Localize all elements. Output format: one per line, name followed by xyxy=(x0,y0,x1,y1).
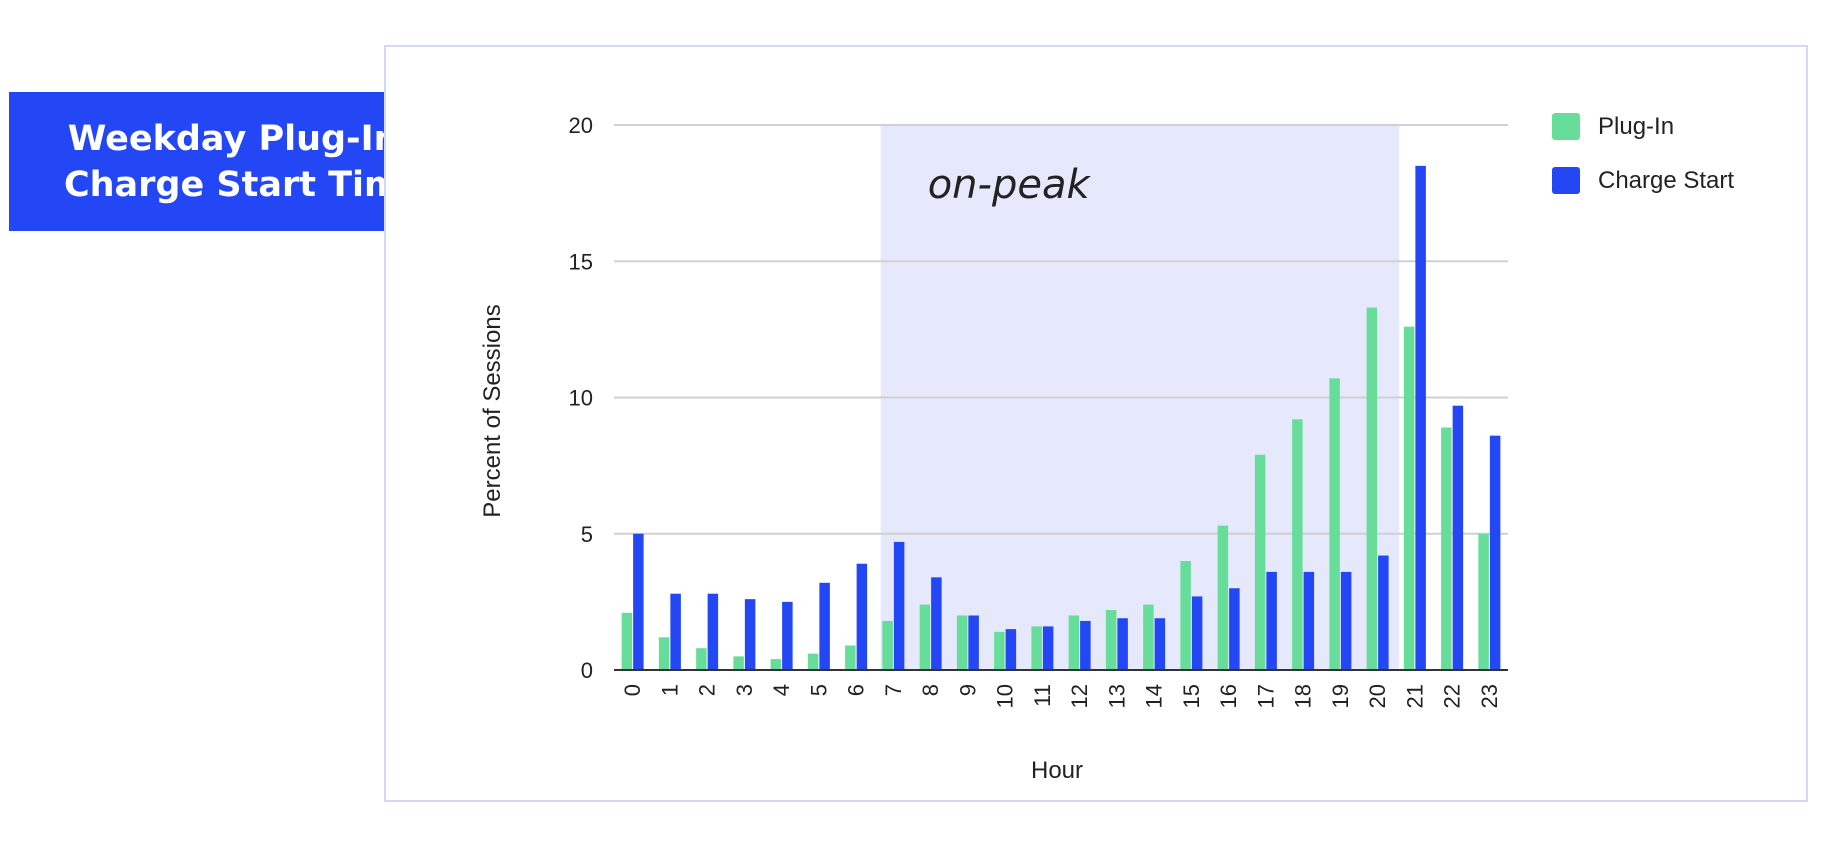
charge-start-bar xyxy=(782,601,793,670)
on-peak-label: on-peak xyxy=(928,162,1092,208)
plug-in-bar xyxy=(882,620,893,670)
plug-in-bar xyxy=(1366,307,1378,670)
plug-in-bar xyxy=(1105,610,1117,670)
charge-start-bar xyxy=(968,615,979,670)
y-tick-label: 15 xyxy=(569,249,593,274)
x-tick-label: 22 xyxy=(1440,684,1465,708)
charge-start-bar xyxy=(1452,405,1464,670)
plug-in-bar xyxy=(845,645,856,670)
y-tick-label: 20 xyxy=(569,113,593,138)
charge-start-bar xyxy=(931,577,942,670)
x-tick-label: 13 xyxy=(1104,684,1129,708)
plug-in-bar xyxy=(994,631,1005,670)
x-tick-label: 7 xyxy=(881,684,906,696)
plug-in-bar xyxy=(1217,525,1229,670)
plug-in-bar xyxy=(1031,626,1042,670)
charge-start-bar xyxy=(1489,435,1501,670)
legend-label-charge-start: Charge Start xyxy=(1598,167,1734,194)
plug-in-bar xyxy=(1180,561,1191,670)
x-tick-label: 3 xyxy=(732,684,757,696)
x-tick-label: 4 xyxy=(769,684,794,696)
x-axis-title: Hour xyxy=(1031,757,1083,784)
x-tick-label: 18 xyxy=(1291,684,1316,708)
x-tick-label: 11 xyxy=(1030,684,1055,707)
plug-in-bar xyxy=(696,648,707,670)
legend-label-plug-in: Plug-In xyxy=(1598,113,1674,140)
charge-start-bar xyxy=(1154,618,1166,670)
plug-in-bar xyxy=(919,604,931,670)
x-tick-label: 0 xyxy=(620,684,645,696)
x-tick-label: 12 xyxy=(1067,684,1092,708)
charge-start-bar xyxy=(1378,555,1389,670)
plug-in-bar xyxy=(956,615,968,670)
plug-in-bar xyxy=(621,612,633,670)
charge-start-bar xyxy=(1080,620,1091,670)
charge-start-bar xyxy=(1303,571,1315,670)
charge-start-bar xyxy=(707,593,719,670)
charge-start-bar xyxy=(1340,571,1352,670)
plug-in-bar xyxy=(1292,419,1303,670)
charge-start-bar xyxy=(1117,618,1128,670)
plug-in-bar xyxy=(1441,427,1452,670)
charge-start-bar xyxy=(1005,629,1017,670)
plug-in-bar xyxy=(1329,378,1340,670)
x-tick-label: 14 xyxy=(1142,684,1167,708)
x-tick-label: 5 xyxy=(806,684,831,696)
y-tick-label: 5 xyxy=(581,522,593,547)
charge-start-bar xyxy=(893,541,905,670)
x-tick-label: 1 xyxy=(657,684,682,696)
x-tick-label: 15 xyxy=(1179,684,1204,708)
plug-in-bar xyxy=(1478,533,1489,670)
x-tick-label: 23 xyxy=(1477,684,1502,708)
charge-start-bar xyxy=(744,599,756,670)
charge-start-bar xyxy=(670,593,681,670)
plug-in-bar xyxy=(1143,604,1154,670)
plug-in-bar xyxy=(1068,615,1080,670)
plug-in-bar xyxy=(1403,326,1415,670)
x-tick-label: 9 xyxy=(955,684,980,696)
charge-start-bar xyxy=(1266,571,1277,670)
x-tick-label: 16 xyxy=(1216,684,1241,708)
x-tick-label: 21 xyxy=(1402,684,1427,708)
legend-swatch-charge-start xyxy=(1552,167,1580,194)
x-tick-label: 10 xyxy=(993,684,1018,708)
legend-swatch-plug-in xyxy=(1552,113,1580,140)
charge-start-bar xyxy=(819,582,830,670)
y-tick-label: 0 xyxy=(581,658,593,683)
y-tick-label: 10 xyxy=(569,386,593,411)
plug-in-bar xyxy=(1254,454,1266,670)
charge-start-bar xyxy=(1191,596,1203,670)
x-tick-label: 19 xyxy=(1328,684,1353,708)
x-tick-label: 20 xyxy=(1365,684,1390,708)
charge-start-bar xyxy=(1042,626,1054,670)
plug-in-bar xyxy=(770,659,782,670)
y-axis-title: Percent of Sessions xyxy=(479,304,506,517)
charge-start-bar xyxy=(1415,165,1426,670)
plug-in-bar xyxy=(807,653,819,670)
plug-in-bar xyxy=(733,656,744,670)
x-tick-label: 6 xyxy=(844,684,869,696)
x-tick-label: 2 xyxy=(695,684,720,696)
x-tick-label: 8 xyxy=(918,684,943,696)
charge-start-bar xyxy=(1229,588,1240,670)
plug-in-bar xyxy=(658,637,670,670)
x-tick-label: 17 xyxy=(1253,684,1278,708)
charge-start-bar xyxy=(633,533,644,670)
charge-start-bar xyxy=(856,563,868,670)
